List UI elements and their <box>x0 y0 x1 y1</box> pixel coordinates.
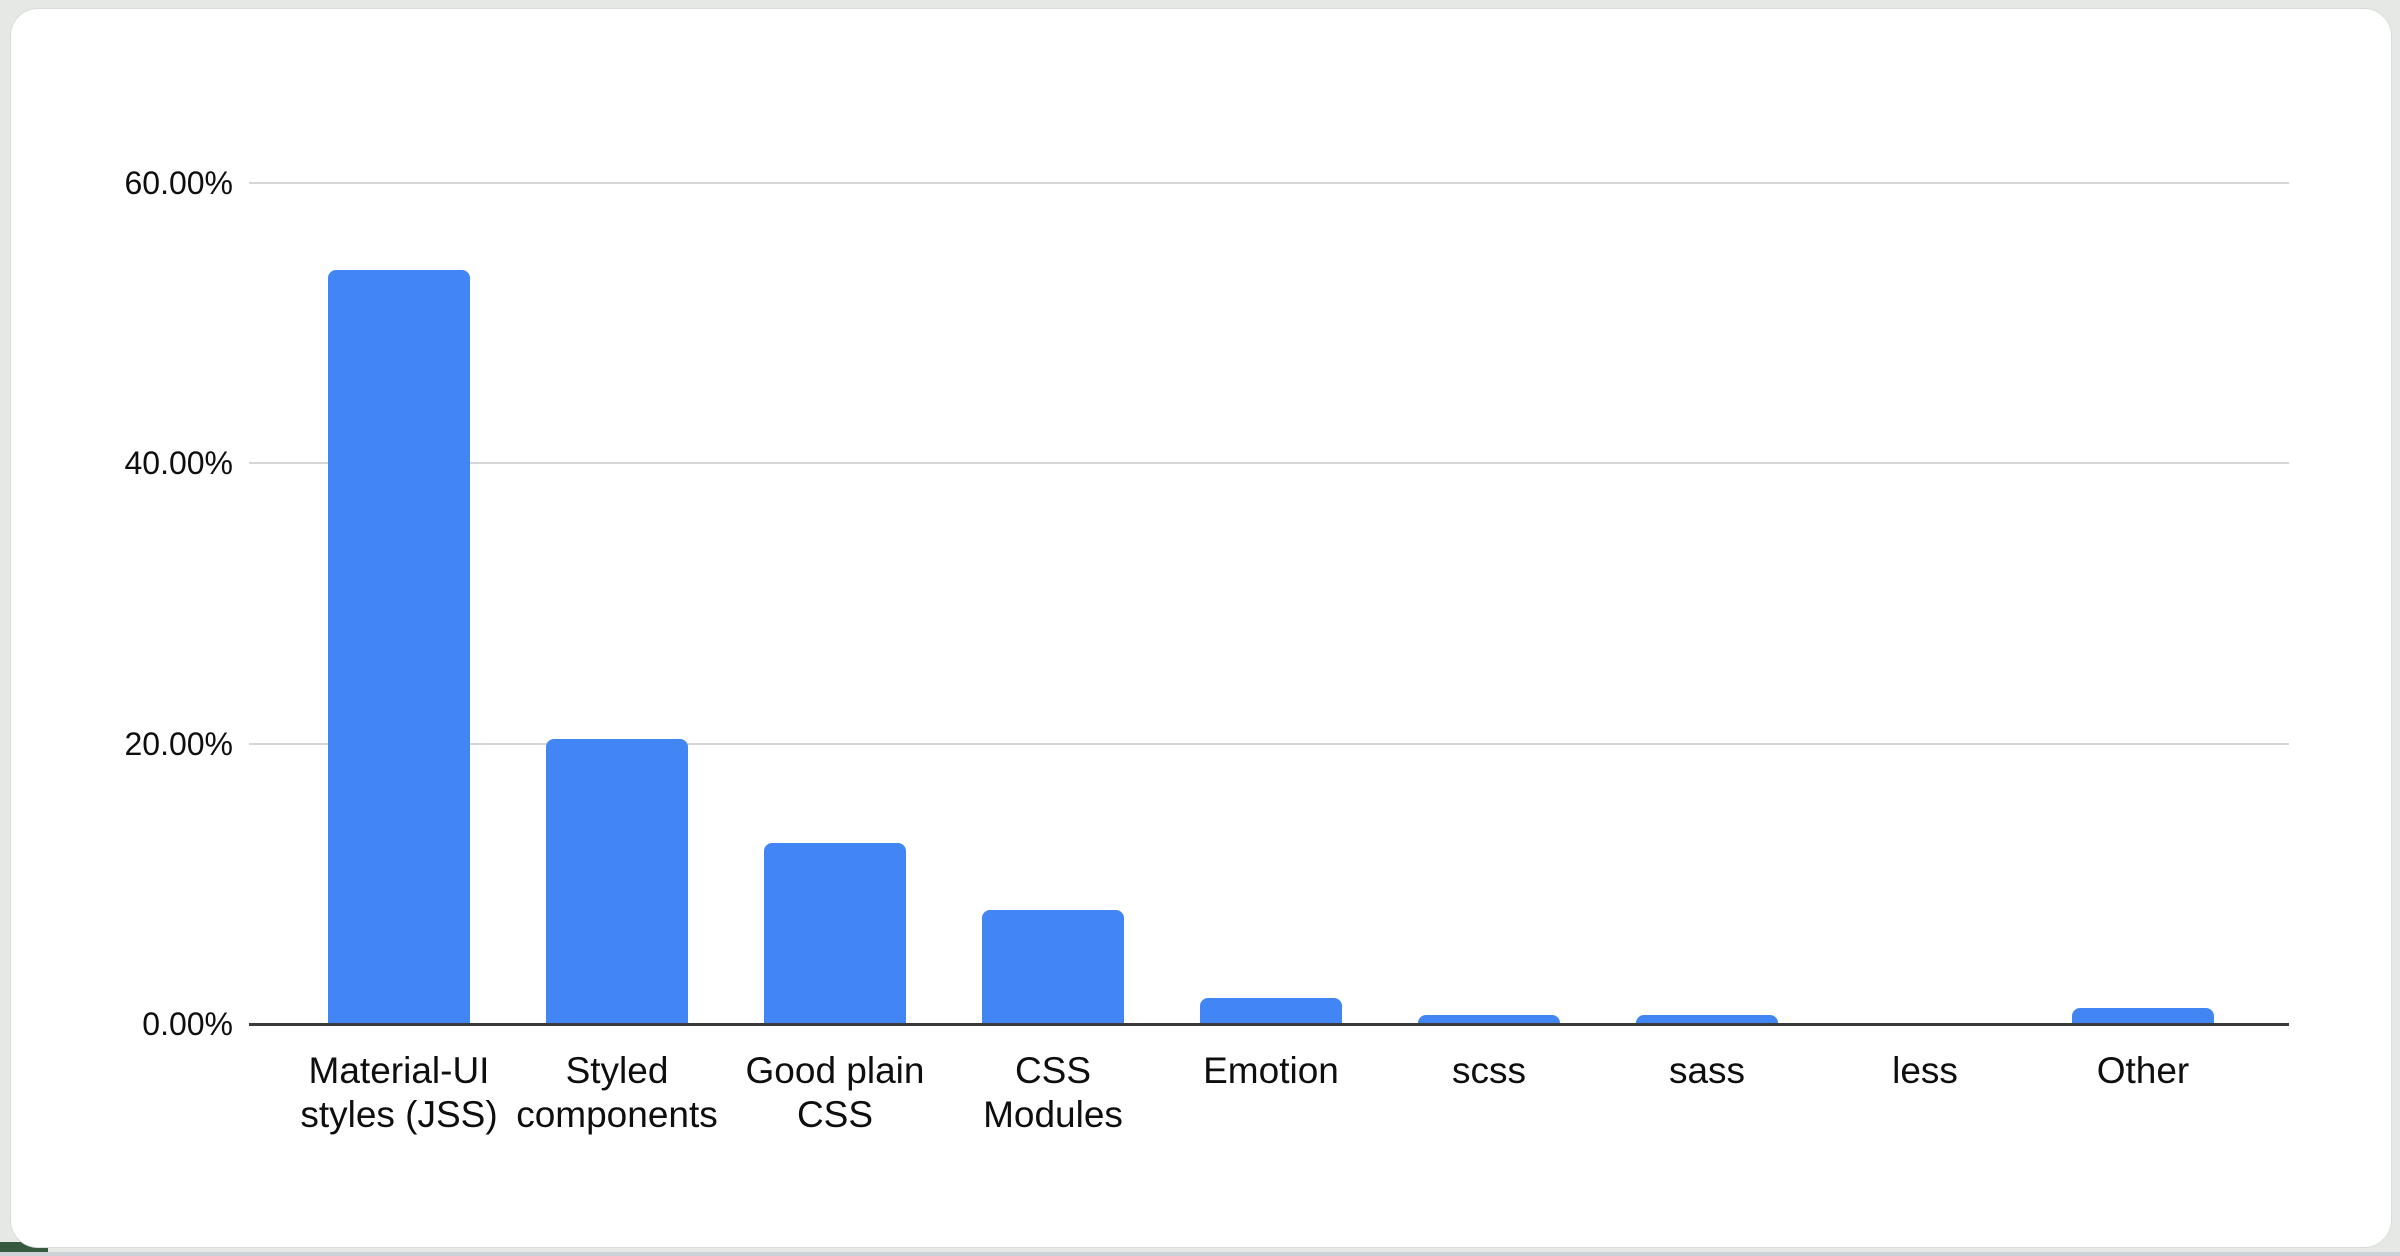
bar-css-modules[interactable] <box>982 910 1124 1024</box>
x-axis-category-label: Emotion <box>1203 1050 1339 1091</box>
bar-scss[interactable] <box>1418 1015 1560 1024</box>
bar-other[interactable] <box>2072 1008 2214 1024</box>
y-axis-tick-label: 20.00% <box>124 726 233 762</box>
y-gridline <box>249 462 2289 464</box>
bar-styled-components[interactable] <box>546 739 688 1024</box>
bar-sass[interactable] <box>1636 1015 1778 1024</box>
y-axis-tick-label: 40.00% <box>124 445 233 481</box>
y-gridline <box>249 743 2289 745</box>
column-chart[interactable]: 0.00% 20.00% 40.00% 60.00% Material-UI style… <box>11 9 2391 1247</box>
background-bottom-strip <box>0 1252 2400 1256</box>
y-gridline <box>249 182 2289 184</box>
bar-good-plain-css[interactable] <box>764 843 906 1024</box>
x-axis-category-label: sass <box>1668 1050 1746 1091</box>
x-axis-category-label: Styled components <box>516 1050 718 1135</box>
x-axis-category-label: scss <box>1452 1050 1526 1091</box>
bar-material-ui-styles-jss[interactable] <box>328 270 470 1024</box>
x-axis-category-label: CSS Modules <box>983 1050 1123 1135</box>
y-axis-tick-label: 60.00% <box>124 165 233 201</box>
x-axis-category-label: Good plain CSS <box>745 1050 925 1135</box>
chart-card: 0.00% 20.00% 40.00% 60.00% Material-UI style… <box>10 8 2392 1248</box>
bar-emotion[interactable] <box>1200 998 1342 1024</box>
x-axis-category-label: Material-UI styles (JSS) <box>300 1050 498 1135</box>
x-axis-category-label: less <box>1892 1050 1958 1091</box>
y-axis-tick-label: 0.00% <box>142 1006 233 1042</box>
x-axis-line <box>249 1023 2289 1026</box>
x-axis-category-label: Other <box>2096 1050 2190 1091</box>
